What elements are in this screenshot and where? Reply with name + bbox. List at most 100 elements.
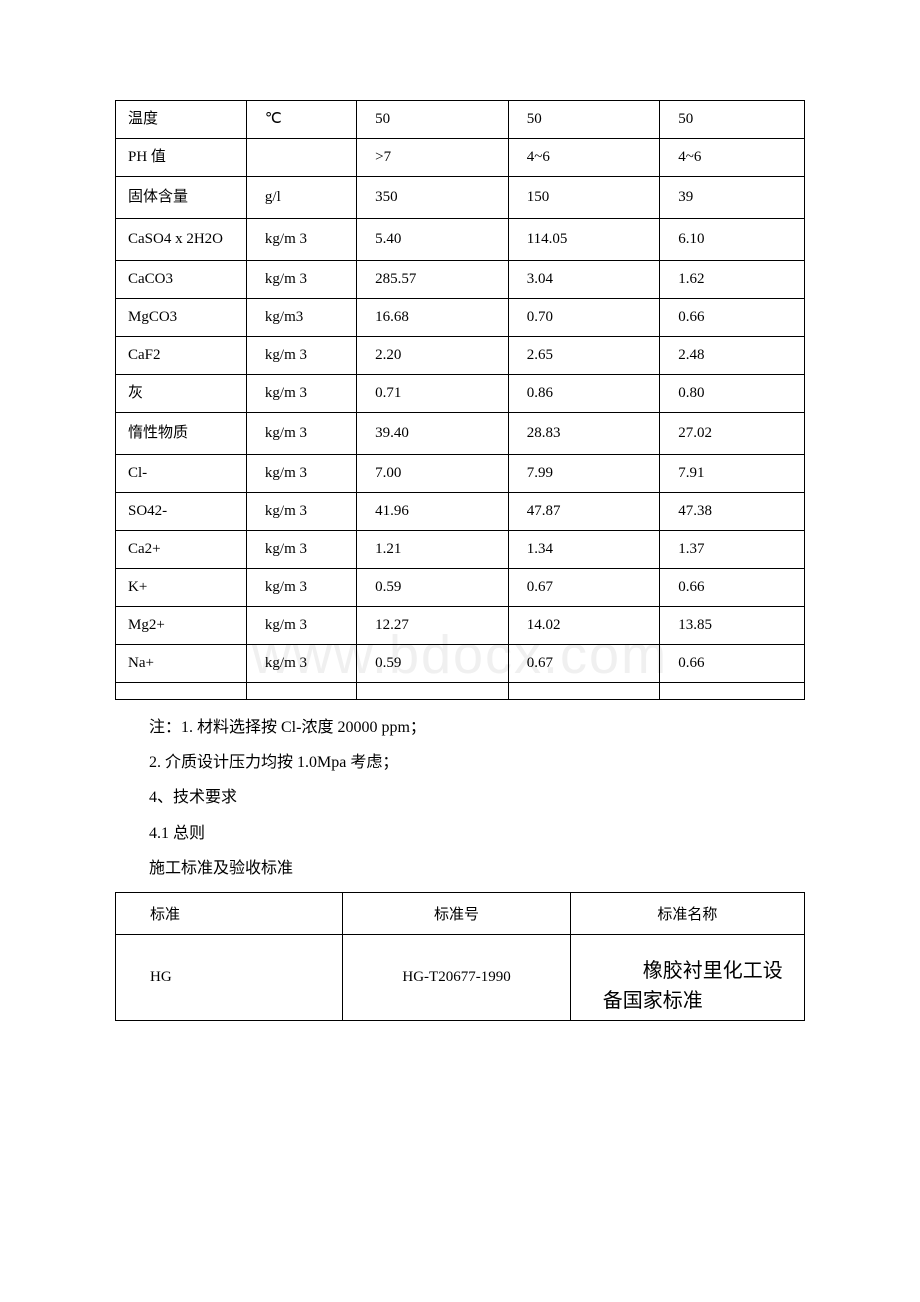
table-cell: CaCO3 bbox=[116, 261, 247, 299]
table-cell: SO42- bbox=[116, 493, 247, 531]
table-cell: kg/m 3 bbox=[246, 607, 356, 645]
notes-block: 注：1. 材料选择按 Cl-浓度 20000 ppm；2. 介质设计压力均按 1… bbox=[115, 710, 805, 886]
standards-table: 标准 标准号 标准名称 HG HG-T20677-1990 橡胶衬里化工设备国家… bbox=[115, 892, 805, 1021]
table-cell: Ca2+ bbox=[116, 531, 247, 569]
table-cell: 50 bbox=[660, 101, 805, 139]
table-cell: 固体含量 bbox=[116, 177, 247, 219]
table-cell: 14.02 bbox=[508, 607, 660, 645]
table-cell: kg/m 3 bbox=[246, 261, 356, 299]
note-line: 4.1 总则 bbox=[149, 816, 805, 851]
table-row: 惰性物质kg/m 339.4028.8327.02 bbox=[116, 413, 805, 455]
table-cell: kg/m 3 bbox=[246, 219, 356, 261]
table-cell bbox=[246, 139, 356, 177]
standards-cell: HG bbox=[116, 934, 343, 1020]
table-cell: Mg2+ bbox=[116, 607, 247, 645]
table-cell: 5.40 bbox=[357, 219, 509, 261]
standard-code: HG bbox=[150, 969, 172, 985]
table-cell bbox=[357, 683, 509, 700]
table-cell: kg/m 3 bbox=[246, 645, 356, 683]
table-cell: 惰性物质 bbox=[116, 413, 247, 455]
standards-data-row: HG HG-T20677-1990 橡胶衬里化工设备国家标准 bbox=[116, 934, 805, 1020]
table-cell: kg/m3 bbox=[246, 299, 356, 337]
standards-header-cell: 标准名称 bbox=[570, 892, 804, 934]
table-cell: 39 bbox=[660, 177, 805, 219]
table-row: CaSO4 x 2H2Okg/m 35.40114.056.10 bbox=[116, 219, 805, 261]
table-cell bbox=[660, 683, 805, 700]
table-cell bbox=[508, 683, 660, 700]
table-cell: 0.86 bbox=[508, 375, 660, 413]
table-row bbox=[116, 683, 805, 700]
table-cell: 0.66 bbox=[660, 299, 805, 337]
table-cell: 0.80 bbox=[660, 375, 805, 413]
table-cell: 41.96 bbox=[357, 493, 509, 531]
table-row: Na+kg/m 30.590.670.66 bbox=[116, 645, 805, 683]
table-cell: 温度 bbox=[116, 101, 247, 139]
table-cell: 1.37 bbox=[660, 531, 805, 569]
table-row: PH 值>74~64~6 bbox=[116, 139, 805, 177]
table-cell: 灰 bbox=[116, 375, 247, 413]
table-cell: 2.65 bbox=[508, 337, 660, 375]
table-cell: 0.59 bbox=[357, 569, 509, 607]
table-row: 灰kg/m 30.710.860.80 bbox=[116, 375, 805, 413]
table-cell: CaSO4 x 2H2O bbox=[116, 219, 247, 261]
table-cell: kg/m 3 bbox=[246, 531, 356, 569]
table-cell: 285.57 bbox=[357, 261, 509, 299]
note-line: 施工标准及验收标准 bbox=[149, 851, 805, 886]
table-cell: 4~6 bbox=[660, 139, 805, 177]
table-cell: 3.04 bbox=[508, 261, 660, 299]
table-cell: 39.40 bbox=[357, 413, 509, 455]
table-row: SO42-kg/m 341.9647.8747.38 bbox=[116, 493, 805, 531]
table-cell: 4~6 bbox=[508, 139, 660, 177]
table-cell: 350 bbox=[357, 177, 509, 219]
table-cell: 50 bbox=[508, 101, 660, 139]
standards-cell: HG-T20677-1990 bbox=[343, 934, 570, 1020]
table-cell: 7.99 bbox=[508, 455, 660, 493]
table-cell: kg/m 3 bbox=[246, 569, 356, 607]
table-cell: kg/m 3 bbox=[246, 413, 356, 455]
table-cell: 0.67 bbox=[508, 645, 660, 683]
standard-name: 橡胶衬里化工设备国家标准 bbox=[581, 956, 794, 1016]
table-cell: kg/m 3 bbox=[246, 337, 356, 375]
standards-cell: 橡胶衬里化工设备国家标准 bbox=[570, 934, 804, 1020]
table-cell: 12.27 bbox=[357, 607, 509, 645]
standards-header-cell: 标准号 bbox=[343, 892, 570, 934]
table-cell: 150 bbox=[508, 177, 660, 219]
table-cell: g/l bbox=[246, 177, 356, 219]
table-row: Ca2+kg/m 31.211.341.37 bbox=[116, 531, 805, 569]
table-cell: 28.83 bbox=[508, 413, 660, 455]
table-cell bbox=[116, 683, 247, 700]
table-row: 温度℃505050 bbox=[116, 101, 805, 139]
table-cell: 0.71 bbox=[357, 375, 509, 413]
table-cell: 0.66 bbox=[660, 569, 805, 607]
standards-header-cell: 标准 bbox=[116, 892, 343, 934]
table-cell: 2.20 bbox=[357, 337, 509, 375]
table-cell: ℃ bbox=[246, 101, 356, 139]
table-cell: 7.91 bbox=[660, 455, 805, 493]
table-cell: kg/m 3 bbox=[246, 455, 356, 493]
table-cell: PH 值 bbox=[116, 139, 247, 177]
table-cell: >7 bbox=[357, 139, 509, 177]
note-line: 2. 介质设计压力均按 1.0Mpa 考虑； bbox=[149, 745, 805, 780]
table-row: MgCO3kg/m316.680.700.66 bbox=[116, 299, 805, 337]
table-cell: MgCO3 bbox=[116, 299, 247, 337]
table-cell: 13.85 bbox=[660, 607, 805, 645]
table-cell: kg/m 3 bbox=[246, 493, 356, 531]
note-line: 4、技术要求 bbox=[149, 780, 805, 815]
table-cell: 1.34 bbox=[508, 531, 660, 569]
chemical-data-table: 温度℃505050PH 值>74~64~6固体含量g/l35015039CaSO… bbox=[115, 100, 805, 700]
table-cell: 0.66 bbox=[660, 645, 805, 683]
table-cell: 0.70 bbox=[508, 299, 660, 337]
table-row: CaCO3kg/m 3285.573.041.62 bbox=[116, 261, 805, 299]
table-cell: kg/m 3 bbox=[246, 375, 356, 413]
table-cell: 47.87 bbox=[508, 493, 660, 531]
table-cell: 114.05 bbox=[508, 219, 660, 261]
table-cell: 1.21 bbox=[357, 531, 509, 569]
table-cell: 7.00 bbox=[357, 455, 509, 493]
table-cell: Na+ bbox=[116, 645, 247, 683]
table-cell: 16.68 bbox=[357, 299, 509, 337]
table-cell: 0.67 bbox=[508, 569, 660, 607]
table-cell: 6.10 bbox=[660, 219, 805, 261]
table-cell: CaF2 bbox=[116, 337, 247, 375]
table-cell: 2.48 bbox=[660, 337, 805, 375]
table-cell: 50 bbox=[357, 101, 509, 139]
